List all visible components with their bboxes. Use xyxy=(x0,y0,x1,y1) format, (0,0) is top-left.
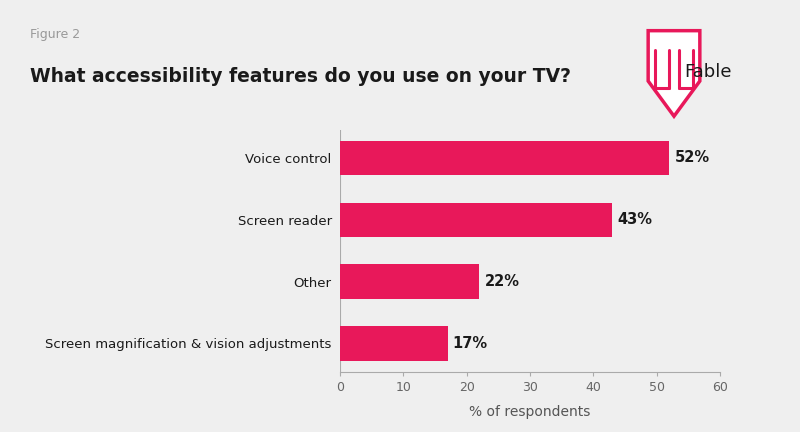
X-axis label: % of respondents: % of respondents xyxy=(470,405,590,419)
Bar xyxy=(340,203,612,237)
Text: 17%: 17% xyxy=(453,336,488,351)
Text: Figure 2: Figure 2 xyxy=(30,28,81,41)
Text: Fable: Fable xyxy=(685,63,732,81)
Text: 52%: 52% xyxy=(674,150,710,165)
Bar xyxy=(340,264,479,299)
Polygon shape xyxy=(648,31,700,116)
Text: What accessibility features do you use on your TV?: What accessibility features do you use o… xyxy=(30,67,571,86)
Text: 43%: 43% xyxy=(618,212,652,227)
Bar xyxy=(340,327,448,361)
Text: 22%: 22% xyxy=(485,274,519,289)
Bar xyxy=(340,140,670,175)
